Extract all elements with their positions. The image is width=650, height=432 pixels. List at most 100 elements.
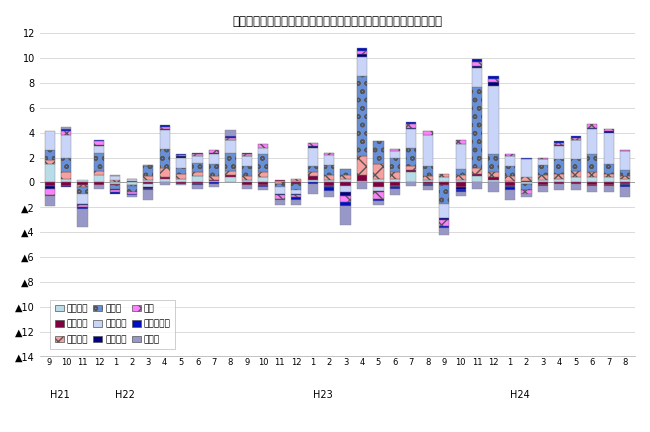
Bar (77, 182, 88, 185)
Bar (94, 140, 104, 141)
Bar (406, 172, 417, 182)
Bar (422, 182, 433, 184)
Bar (390, 189, 400, 195)
Title: 三重県鉱工業生産の業種別前月比寄与度の推移（季節調整済指数）: 三重県鉱工業生産の業種別前月比寄与度の推移（季節調整済指数） (232, 15, 443, 28)
Bar (439, 220, 449, 226)
Bar (94, 141, 104, 145)
Bar (324, 186, 334, 187)
Bar (111, 175, 120, 176)
Bar (521, 190, 532, 194)
Bar (192, 185, 203, 189)
Bar (111, 192, 120, 194)
Bar (489, 82, 499, 86)
Bar (604, 129, 614, 131)
Bar (77, 209, 88, 227)
Bar (226, 137, 235, 138)
Bar (472, 174, 482, 176)
Text: H23: H23 (313, 390, 332, 400)
Bar (77, 207, 88, 209)
Bar (275, 199, 285, 200)
Bar (160, 178, 170, 179)
Bar (620, 184, 630, 185)
Bar (341, 192, 351, 196)
Bar (587, 124, 597, 128)
Bar (472, 62, 482, 66)
Bar (422, 176, 433, 180)
Bar (160, 182, 170, 185)
Bar (357, 76, 367, 156)
Bar (538, 182, 548, 185)
Bar (571, 182, 581, 184)
Bar (44, 189, 55, 195)
Bar (176, 174, 187, 179)
Bar (341, 206, 351, 225)
Bar (209, 181, 219, 182)
Bar (521, 184, 532, 190)
Bar (291, 200, 302, 205)
Bar (538, 180, 548, 182)
Bar (554, 141, 564, 143)
Bar (489, 154, 499, 172)
Bar (226, 152, 235, 171)
Bar (258, 187, 268, 190)
Bar (373, 191, 384, 192)
Bar (373, 199, 384, 201)
Bar (439, 229, 449, 235)
Bar (44, 196, 55, 206)
Bar (258, 172, 268, 178)
Bar (406, 121, 417, 124)
Bar (291, 184, 302, 190)
Bar (587, 128, 597, 129)
Bar (554, 145, 564, 146)
Bar (341, 202, 351, 206)
Bar (439, 203, 449, 219)
Bar (554, 143, 564, 145)
Bar (571, 184, 581, 190)
Bar (111, 180, 120, 182)
Bar (258, 148, 268, 154)
Bar (620, 187, 630, 197)
Bar (604, 174, 614, 178)
Bar (554, 174, 564, 179)
Bar (406, 129, 417, 148)
Bar (538, 158, 548, 159)
Bar (456, 187, 466, 190)
Bar (554, 179, 564, 182)
Bar (160, 129, 170, 130)
Bar (94, 146, 104, 152)
Bar (192, 182, 203, 184)
Bar (439, 174, 449, 178)
Bar (242, 182, 252, 185)
Bar (242, 152, 252, 154)
Bar (291, 182, 302, 184)
Bar (192, 184, 203, 185)
Text: H24: H24 (510, 390, 530, 400)
Bar (127, 182, 137, 185)
Bar (571, 140, 581, 159)
Bar (521, 182, 532, 184)
Bar (521, 194, 532, 197)
Bar (242, 166, 252, 176)
Bar (176, 156, 187, 158)
Text: H22: H22 (116, 390, 135, 400)
Bar (307, 184, 318, 194)
Bar (275, 187, 285, 194)
Bar (538, 186, 548, 192)
Bar (44, 131, 55, 150)
Bar (226, 175, 235, 178)
Bar (406, 170, 417, 172)
Bar (439, 178, 449, 182)
Bar (604, 133, 614, 164)
Bar (127, 185, 137, 186)
Bar (44, 186, 55, 189)
Bar (406, 124, 417, 128)
Bar (242, 176, 252, 180)
Bar (160, 130, 170, 149)
Bar (489, 79, 499, 82)
Bar (192, 156, 203, 162)
Bar (324, 180, 334, 182)
Bar (505, 181, 515, 182)
Bar (111, 189, 120, 190)
Bar (620, 150, 630, 151)
Bar (373, 192, 384, 199)
